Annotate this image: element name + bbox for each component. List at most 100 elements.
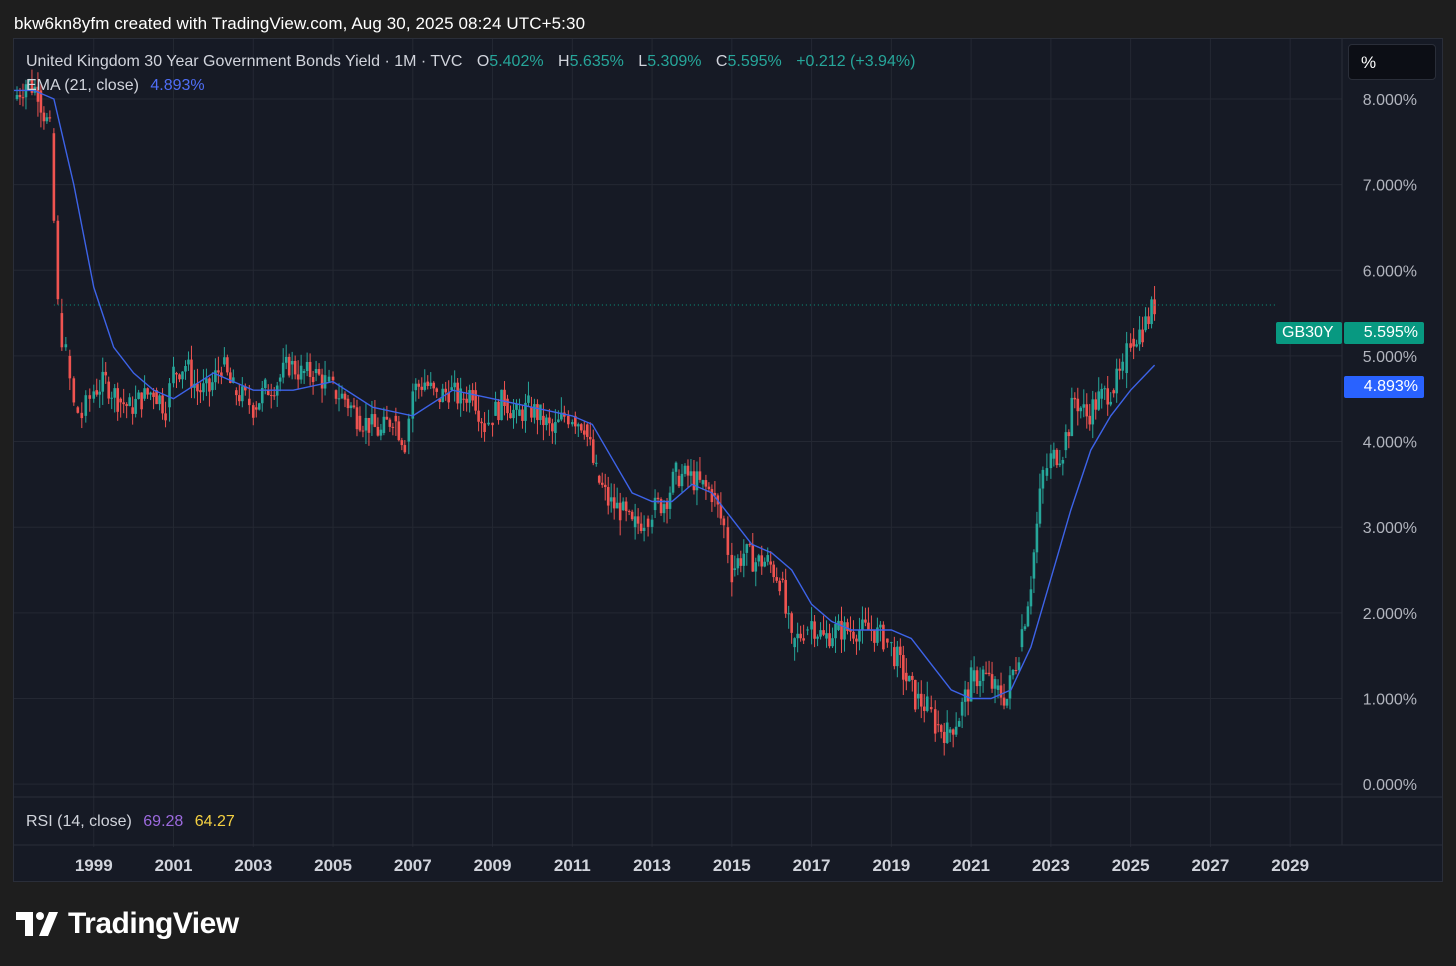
candle-body xyxy=(287,356,291,376)
candle-body xyxy=(202,383,205,393)
candle-body xyxy=(618,502,622,521)
candle-body xyxy=(548,417,551,424)
plot-background xyxy=(14,39,1442,881)
candle-body xyxy=(146,388,149,395)
candle-body xyxy=(796,633,799,639)
candle-body xyxy=(642,527,646,532)
candle-body xyxy=(668,492,672,509)
candle-body xyxy=(320,374,324,389)
symbol-legend[interactable]: United Kingdom 30 Year Government Bonds … xyxy=(26,53,915,71)
ema-label[interactable]: EMA (21, close) xyxy=(26,77,139,94)
candles-group xyxy=(15,69,1156,756)
candle-body xyxy=(1091,399,1095,425)
candle-body xyxy=(1002,697,1006,706)
candle-body xyxy=(400,440,404,446)
candle-body xyxy=(432,382,436,389)
candle-body xyxy=(214,370,217,383)
x-tick-label: 2023 xyxy=(1032,856,1070,875)
candle-body xyxy=(515,403,518,410)
candle-body xyxy=(352,405,356,408)
candle-body xyxy=(692,471,696,491)
candle-body xyxy=(793,638,796,648)
y-tick-label: 5.000% xyxy=(1363,349,1417,366)
low-value: 5.309% xyxy=(647,53,702,70)
candle-body xyxy=(305,361,309,371)
candle-body xyxy=(95,390,99,395)
symbol-title[interactable]: United Kingdom 30 Year Government Bonds … xyxy=(26,53,463,70)
candle-body xyxy=(1079,407,1083,412)
candle-body xyxy=(299,365,303,380)
candle-body xyxy=(168,383,171,408)
candle-body xyxy=(539,404,542,421)
candle-body xyxy=(131,407,134,414)
candle-body xyxy=(257,403,261,410)
candle-body xyxy=(1118,368,1121,371)
candle-body xyxy=(524,402,527,421)
candle-body xyxy=(650,519,654,527)
candle-body xyxy=(500,389,503,421)
ema-legend[interactable]: EMA (21, close) 4.893% xyxy=(26,77,205,95)
candle-body xyxy=(340,393,344,399)
candle-body xyxy=(867,622,870,630)
candle-body xyxy=(615,502,619,509)
x-tick-label: 2017 xyxy=(793,856,831,875)
candle-body xyxy=(355,407,359,430)
chart-panel[interactable]: 0.000% 1.000% 2.000% 3.000% 4.000% 5.000% 6.00… xyxy=(13,38,1443,882)
candle-body xyxy=(533,404,536,418)
candle-body xyxy=(272,395,276,397)
x-tick-label: 2015 xyxy=(713,856,751,875)
candle-body xyxy=(241,386,244,402)
candle-body xyxy=(551,423,554,432)
candle-body xyxy=(582,430,586,435)
candle-body xyxy=(984,672,988,674)
ema-price-tag: 4.893% xyxy=(1344,376,1424,398)
candle-body xyxy=(64,344,68,348)
candle-body xyxy=(1064,432,1068,451)
candle-body xyxy=(1005,698,1009,706)
candle-body xyxy=(293,360,297,375)
candle-body xyxy=(346,398,350,409)
candle-body xyxy=(208,378,211,392)
candle-body xyxy=(119,398,122,403)
candle-body xyxy=(247,398,251,406)
candle-body xyxy=(435,388,439,392)
candle-body xyxy=(689,471,693,476)
candle-body xyxy=(331,376,335,381)
ema-value: 4.893% xyxy=(150,77,205,94)
candle-body xyxy=(760,555,764,567)
candle-body xyxy=(199,390,202,393)
candle-body xyxy=(1052,449,1056,459)
candle-body xyxy=(969,667,973,702)
price-chart[interactable]: 0.000% 1.000% 2.000% 3.000% 4.000% 5.000% 6.00… xyxy=(14,39,1442,881)
candle-body xyxy=(960,701,964,716)
rsi-label[interactable]: RSI (14, close) xyxy=(26,813,132,830)
candle-body xyxy=(471,390,474,401)
candle-body xyxy=(152,392,155,397)
candle-body xyxy=(1153,299,1156,315)
candle-body xyxy=(636,516,640,524)
candle-body xyxy=(1147,316,1150,325)
candle-body xyxy=(624,501,628,512)
candle-body xyxy=(137,392,140,399)
candle-body xyxy=(36,86,40,102)
candle-body xyxy=(822,630,825,635)
unit-toggle-button[interactable]: % xyxy=(1348,44,1436,80)
candle-body xyxy=(840,620,843,640)
candle-body xyxy=(21,97,25,99)
candle-body xyxy=(497,401,500,421)
candle-body xyxy=(999,685,1003,698)
candle-body xyxy=(1026,606,1030,627)
candle-body xyxy=(674,462,678,472)
symbol-price-tag: GB30Y xyxy=(1276,322,1342,344)
candle-body xyxy=(1073,397,1077,400)
candle-body xyxy=(281,362,285,378)
candle-body xyxy=(846,622,849,631)
candle-body xyxy=(1055,449,1059,466)
candle-body xyxy=(84,395,88,416)
candle-body xyxy=(766,555,770,562)
candle-body xyxy=(905,672,908,682)
candle-body xyxy=(491,422,494,426)
rsi-legend[interactable]: RSI (14, close) 69.28 64.27 xyxy=(26,813,235,831)
candle-body xyxy=(957,721,961,727)
x-tick-label: 2003 xyxy=(234,856,272,875)
